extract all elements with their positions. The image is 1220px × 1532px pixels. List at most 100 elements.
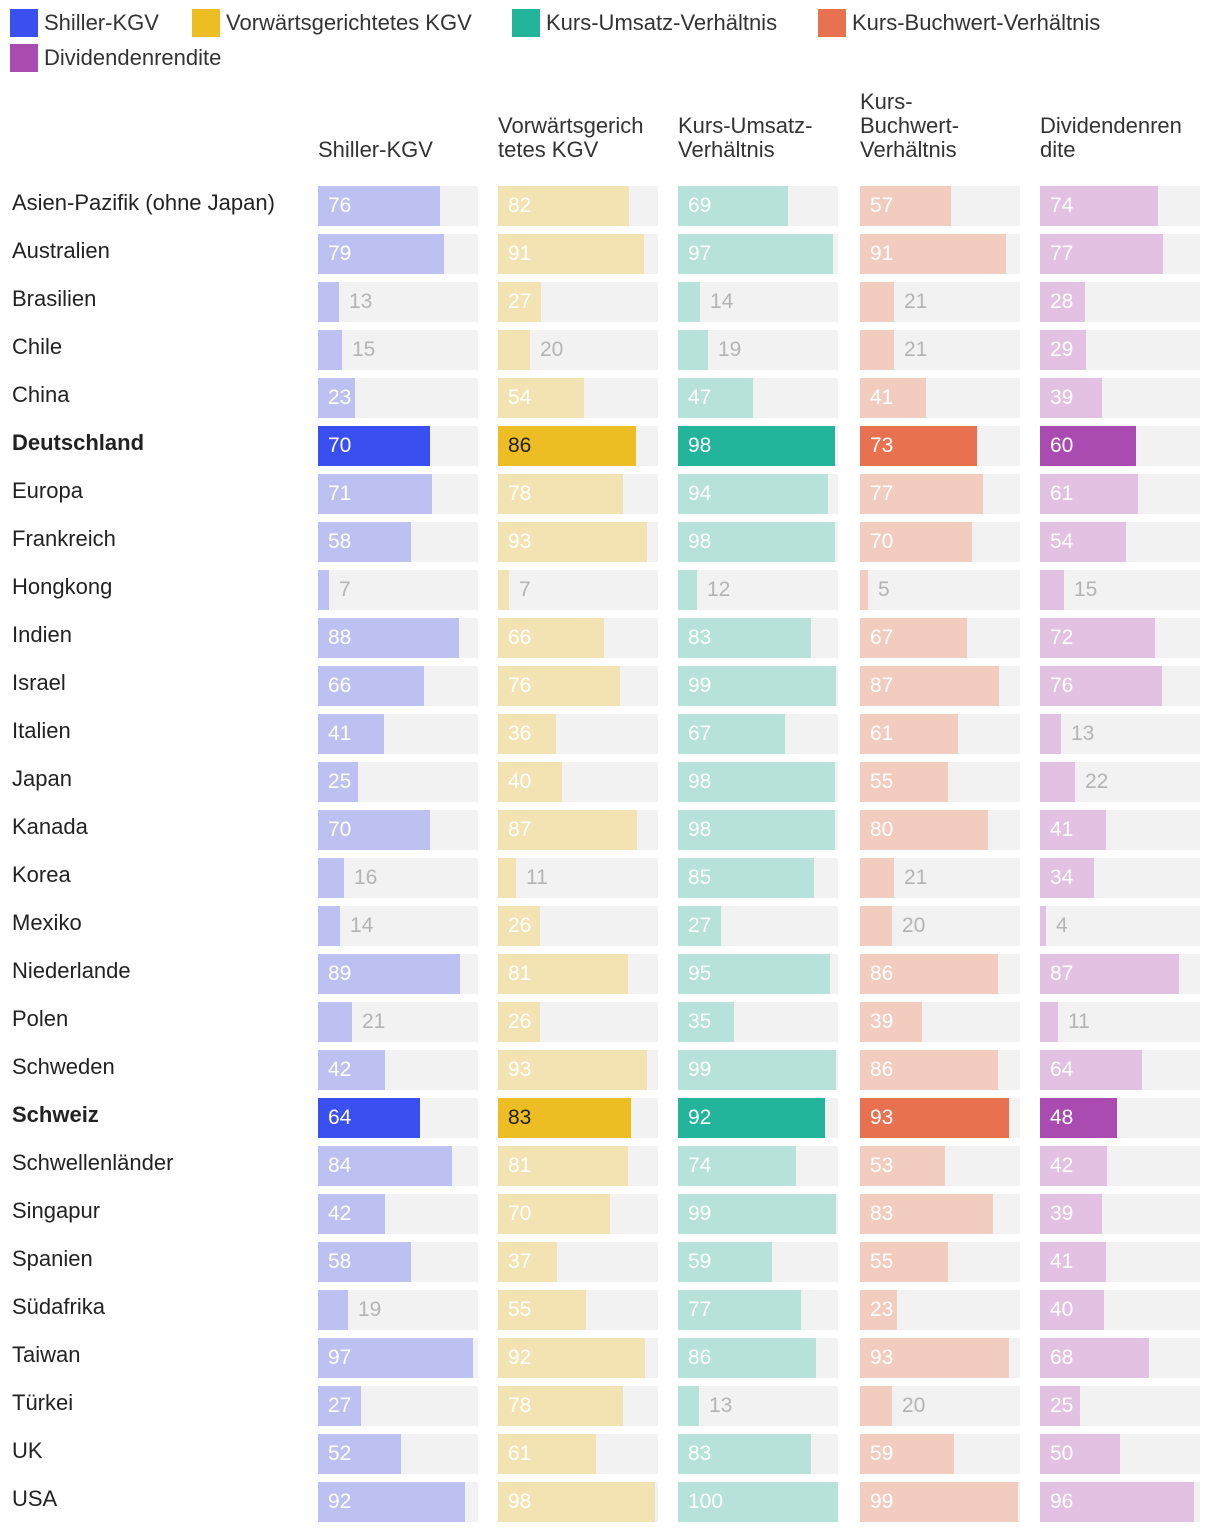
bar: [318, 858, 344, 898]
bar-track: 99: [678, 1050, 838, 1090]
data-label: 58: [328, 530, 352, 553]
bar: [860, 1242, 948, 1282]
data-label: 41: [1050, 818, 1074, 841]
bar-track: 70: [318, 426, 478, 466]
bar-track: 83: [860, 1194, 1020, 1234]
data-label: 7: [339, 578, 351, 601]
data-label: 39: [1050, 1202, 1074, 1225]
bar: [678, 570, 697, 610]
bar-track: 25: [318, 762, 478, 802]
bar: [1040, 666, 1162, 706]
bar: [1040, 570, 1064, 610]
legend-item: Dividendenrendite: [10, 43, 221, 73]
bar: [860, 810, 988, 850]
data-label: 98: [508, 1490, 532, 1513]
row-label: Indien: [12, 622, 72, 647]
data-label: 39: [870, 1010, 894, 1033]
bar: [860, 570, 868, 610]
bar: [860, 762, 948, 802]
bar: [318, 1242, 411, 1282]
data-label: 64: [1050, 1058, 1074, 1081]
data-label: 13: [1071, 722, 1095, 745]
row-label: China: [12, 382, 70, 407]
data-label: 89: [328, 962, 352, 985]
data-label: 61: [508, 1442, 532, 1465]
data-label: 66: [508, 626, 532, 649]
bar: [678, 618, 811, 658]
data-label: 83: [508, 1106, 532, 1129]
data-label: 85: [688, 866, 712, 889]
column-header-line: Kurs-: [860, 89, 913, 114]
data-label: 78: [508, 1394, 532, 1417]
data-label: 34: [1050, 866, 1074, 889]
bar-track: 69: [678, 186, 838, 226]
column-header-line: Vorwärtsgerich: [498, 113, 644, 138]
bar: [498, 954, 628, 994]
data-label: 50: [1050, 1442, 1074, 1465]
bar-track: 47: [678, 378, 838, 418]
data-label: 21: [904, 866, 928, 889]
data-label: 20: [902, 914, 926, 937]
data-label: 20: [902, 1394, 926, 1417]
bar: [678, 282, 700, 322]
bar-track: 57: [860, 186, 1020, 226]
data-label: 82: [508, 194, 532, 217]
column-header-line: dite: [1040, 137, 1076, 162]
row-label: UK: [12, 1438, 43, 1463]
bar-track: 92: [498, 1338, 658, 1378]
data-label: 70: [328, 818, 352, 841]
bar: [318, 714, 384, 754]
bar-track: 13: [1040, 714, 1200, 754]
row-label: Niederlande: [12, 958, 131, 983]
data-label: 53: [870, 1154, 894, 1177]
bar-track: 39: [860, 1002, 1020, 1042]
data-label: 80: [870, 818, 894, 841]
data-label: 5: [878, 578, 890, 601]
bar: [860, 1434, 954, 1474]
bar: [498, 1482, 655, 1522]
column-header-line: Shiller-KGV: [318, 137, 433, 162]
bar: [678, 666, 836, 706]
bar: [318, 522, 411, 562]
bar-track: 35: [678, 1002, 838, 1042]
bar: [860, 618, 967, 658]
bar: [678, 1482, 838, 1522]
legend-swatch: [10, 44, 38, 72]
bar: [1040, 1098, 1117, 1138]
data-label: 61: [870, 722, 894, 745]
bar: [1040, 1482, 1194, 1522]
bar-track: 66: [498, 618, 658, 658]
bar: [678, 1098, 825, 1138]
data-label: 11: [526, 866, 548, 889]
bar: [1040, 1146, 1107, 1186]
bar: [1040, 762, 1075, 802]
data-label: 83: [688, 1442, 712, 1465]
data-label: 14: [710, 290, 734, 313]
bar: [678, 234, 833, 274]
row-label: Europa: [12, 478, 83, 503]
bar: [498, 1002, 540, 1042]
bar: [318, 378, 355, 418]
row-label: Kanada: [12, 814, 88, 839]
bar-track: 7: [498, 570, 658, 610]
bar-track: 54: [1040, 522, 1200, 562]
column-header: Dividendenren dite: [1040, 114, 1204, 162]
data-label: 99: [688, 1058, 712, 1081]
bar: [318, 570, 329, 610]
column-header-line: Dividendenren: [1040, 113, 1182, 138]
bar: [678, 474, 828, 514]
bar-track: 61: [1040, 474, 1200, 514]
bar-track: 23: [860, 1290, 1020, 1330]
bar-track: 99: [678, 666, 838, 706]
bar: [498, 1290, 586, 1330]
row-label: Korea: [12, 862, 71, 887]
bar: [860, 666, 999, 706]
bar-track: 98: [678, 762, 838, 802]
bar: [498, 810, 637, 850]
bar: [1040, 1290, 1104, 1330]
bar: [318, 1098, 420, 1138]
bar: [860, 906, 892, 946]
data-label: 77: [1050, 242, 1074, 265]
bar-track: 97: [678, 234, 838, 274]
bar: [498, 1338, 645, 1378]
